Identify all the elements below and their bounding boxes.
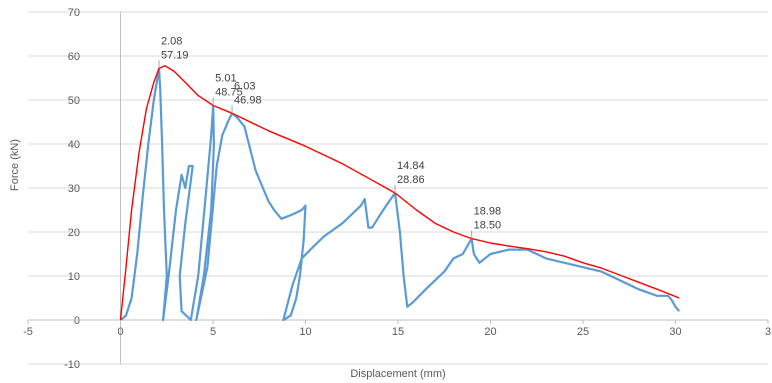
x-tick-label: 10 [299,326,311,338]
axes: -10 0 10 20 30 40 50 60 70 -5 0 5 10 15 20 25 30 3 [23,7,771,371]
series-line-measured [119,67,681,322]
y-tick-label: 10 [68,271,80,283]
y-tick-label: 0 [74,315,80,327]
annotation-x-label: 14.84 [397,160,425,172]
annotation-x-label: 18.98 [474,206,502,218]
annotation-x-label: 6.03 [234,80,255,92]
annotation-y-label: 46.98 [234,94,262,106]
y-tick-label: 40 [68,139,80,151]
x-tick-label: -5 [23,326,33,338]
y-tick-label: 30 [68,183,80,195]
gridlines [28,11,768,365]
annotation-x-label: 5.01 [215,73,236,85]
x-tick-label: 20 [484,326,496,338]
annotation-y-label: 18.50 [474,220,502,232]
x-tick-label: 3 [765,326,771,338]
annotation-y-label: 57.19 [161,49,189,61]
annotation-x-label: 2.08 [161,35,182,47]
x-tick-label: 15 [392,326,404,338]
annotation-y-label: 48.75 [215,87,243,99]
x-tick-label: 30 [669,326,681,338]
x-tick-label: 5 [210,326,216,338]
y-tick-label: 50 [68,95,80,107]
series-line-envelope [119,64,680,321]
y-tick-label: 60 [68,51,80,63]
y-tick-label: -10 [64,359,80,371]
series-layer [119,64,681,322]
x-tick-label: 25 [577,326,589,338]
x-tick-label: 0 [117,326,123,338]
x-axis-title: Displacement (mm) [350,368,445,380]
y-tick-label: 20 [68,227,80,239]
y-tick-label: 70 [68,7,80,19]
annotation-y-label: 28.86 [397,174,425,186]
y-axis-title: Force (kN) [9,139,21,191]
annotations-layer: 2.08 57.19 5.01 48.756.03 46.98 14.84 28.86 18.… [158,35,502,239]
